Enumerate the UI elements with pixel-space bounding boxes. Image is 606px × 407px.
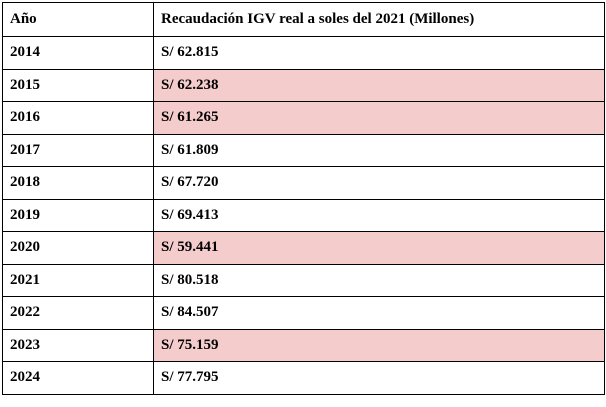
- year-cell: 2020: [2, 231, 154, 265]
- value-cell: S/ 62.815: [153, 36, 605, 70]
- header-year: Año: [2, 2, 154, 37]
- year-cell: 2024: [2, 361, 154, 395]
- value-cell: S/ 61.809: [153, 133, 605, 167]
- value-cell: S/ 59.441: [153, 231, 605, 265]
- value-cell: S/ 67.720: [153, 166, 605, 200]
- value-cell: S/ 77.795: [153, 361, 605, 395]
- table-body: 2014 S/ 62.815 2015 S/ 62.238 2016 S/ 61…: [2, 36, 605, 395]
- value-cell: S/ 80.518: [153, 263, 605, 297]
- value-cell: S/ 61.265: [153, 101, 605, 135]
- year-cell: 2018: [2, 166, 154, 200]
- table-row: 2017 S/ 61.809: [2, 133, 605, 167]
- table-row: 2014 S/ 62.815: [2, 36, 605, 70]
- igv-revenue-table: Año Recaudación IGV real a soles del 202…: [2, 2, 605, 395]
- table-row: 2018 S/ 67.720: [2, 166, 605, 200]
- year-cell: 2017: [2, 133, 154, 167]
- table-row: 2024 S/ 77.795: [2, 361, 605, 395]
- year-cell: 2021: [2, 263, 154, 297]
- table-header-row: Año Recaudación IGV real a soles del 202…: [2, 2, 605, 37]
- value-cell: S/ 69.413: [153, 198, 605, 232]
- year-cell: 2023: [2, 328, 154, 362]
- header-value: Recaudación IGV real a soles del 2021 (M…: [153, 2, 605, 37]
- year-cell: 2019: [2, 198, 154, 232]
- table-row: 2016 S/ 61.265: [2, 101, 605, 135]
- table-row: 2020 S/ 59.441: [2, 231, 605, 265]
- table-row: 2023 S/ 75.159: [2, 328, 605, 362]
- table-row: 2022 S/ 84.507: [2, 296, 605, 330]
- table-row: 2019 S/ 69.413: [2, 198, 605, 232]
- table-row: 2021 S/ 80.518: [2, 263, 605, 297]
- table-row: 2015 S/ 62.238: [2, 68, 605, 102]
- year-cell: 2016: [2, 101, 154, 135]
- value-cell: S/ 62.238: [153, 68, 605, 102]
- value-cell: S/ 75.159: [153, 328, 605, 362]
- year-cell: 2014: [2, 36, 154, 70]
- value-cell: S/ 84.507: [153, 296, 605, 330]
- year-cell: 2022: [2, 296, 154, 330]
- year-cell: 2015: [2, 68, 154, 102]
